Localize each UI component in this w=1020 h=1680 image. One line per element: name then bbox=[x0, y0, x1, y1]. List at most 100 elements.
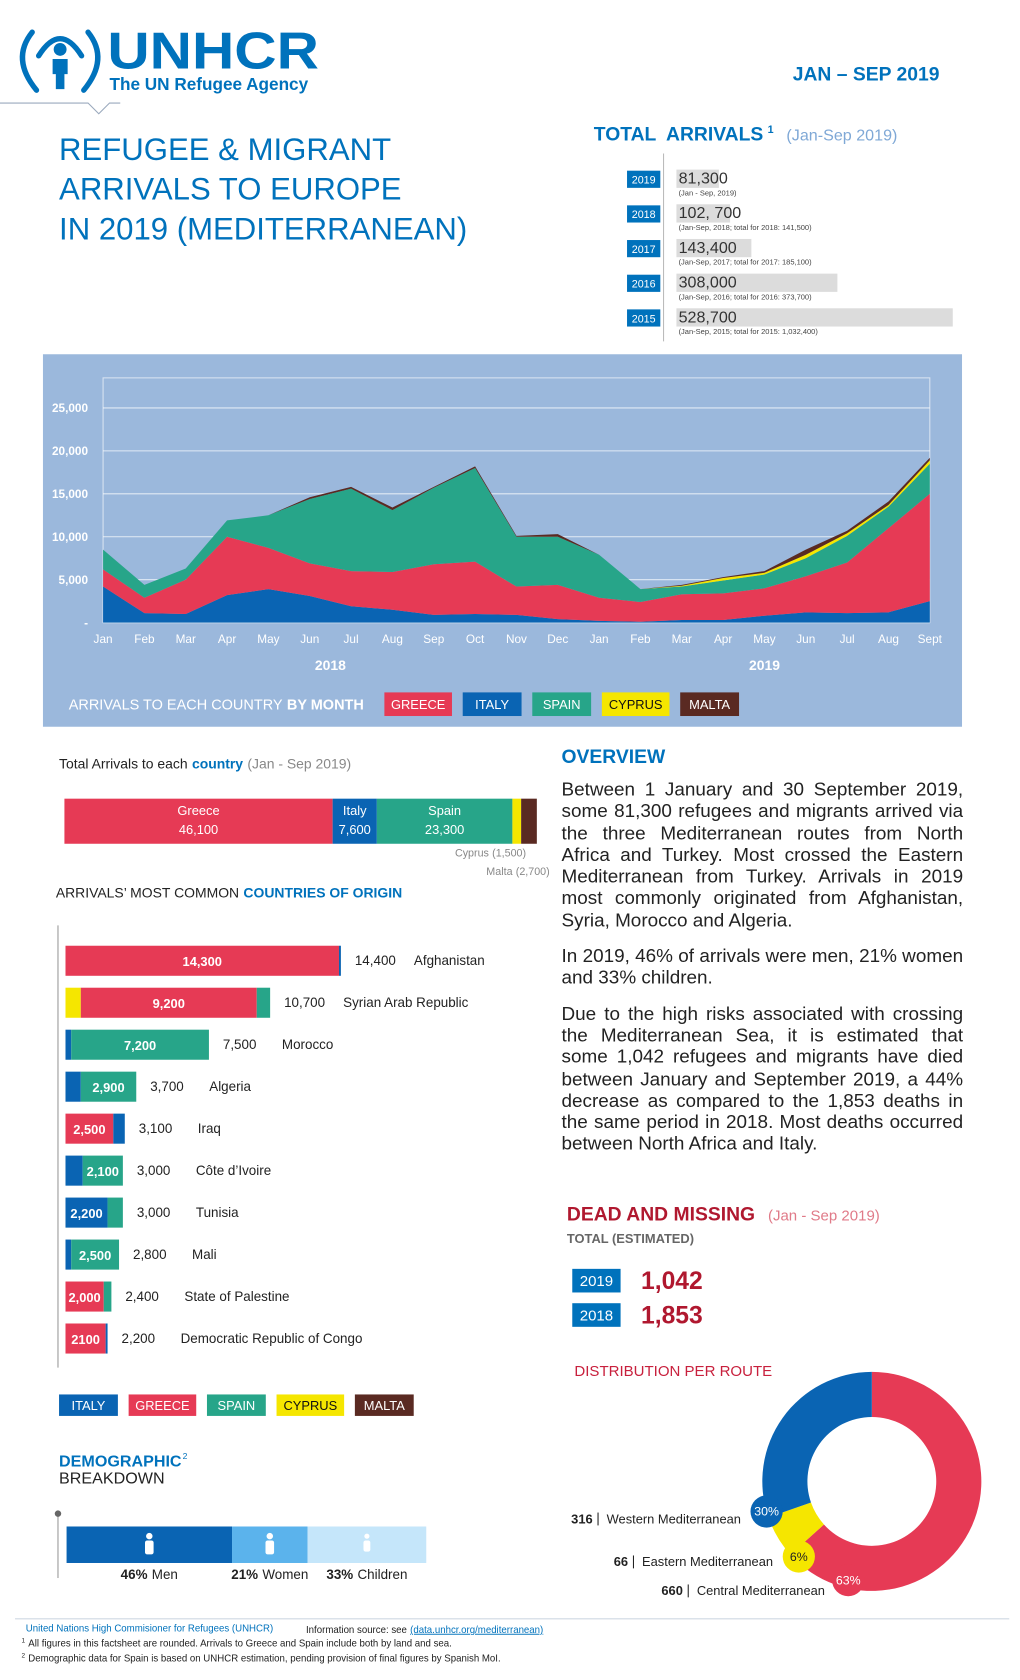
legend-swatch bbox=[59, 1394, 118, 1416]
inner-label: 2,200 bbox=[70, 1206, 102, 1221]
x-tick-label: Feb bbox=[134, 632, 155, 646]
legend-label: CYPRUS bbox=[609, 697, 663, 712]
x-tick-label: Nov bbox=[506, 632, 527, 646]
country-totals-title: Total Arrivals to each country (Jan - Sep … bbox=[59, 756, 351, 772]
year-box bbox=[627, 240, 661, 258]
legend-swatch bbox=[354, 1394, 414, 1416]
legend-swatch bbox=[276, 1394, 345, 1416]
legend-title-bold: BY MONTH bbox=[287, 698, 364, 714]
origins-title: ARRIVALS’ MOST COMMON COUNTRIES OF ORIGIN bbox=[56, 884, 402, 900]
year-box bbox=[627, 205, 661, 223]
legend-label: ITALY bbox=[72, 1398, 106, 1413]
person-icon-body bbox=[145, 1540, 154, 1555]
segment-value: (1,500) bbox=[492, 848, 526, 860]
dead-value: 1,853 bbox=[641, 1303, 703, 1330]
bar-segment bbox=[65, 1281, 104, 1312]
bar bbox=[676, 238, 752, 258]
footnote-text: All figures in this factsheet are rounde… bbox=[28, 1639, 452, 1650]
country-name: Côte d’Ivoire bbox=[196, 1163, 271, 1178]
y-tick-label: 25,000 bbox=[52, 401, 89, 415]
total-arrivals-title: TOTAL ARRIVALS 1 (Jan-Sep 2019) bbox=[594, 124, 898, 146]
segment-name: Greece bbox=[177, 803, 219, 818]
org-subtitle: The UN Refugee Agency bbox=[110, 74, 309, 94]
donut-segment bbox=[790, 1371, 982, 1591]
year-box bbox=[627, 309, 661, 327]
total-label: 3,100 bbox=[139, 1121, 173, 1136]
route-value: 316 bbox=[571, 1511, 592, 1526]
y-tick-label: 10,000 bbox=[52, 530, 89, 544]
legend-swatch bbox=[462, 692, 522, 717]
x-tick-label: Sept bbox=[918, 632, 943, 646]
value-label: 81,300 bbox=[679, 170, 728, 188]
title-em: COUNTRIES OF ORIGIN bbox=[243, 884, 402, 900]
routes-title: DISTRIBUTION PER ROUTE bbox=[574, 1363, 772, 1380]
bar-segment bbox=[65, 1155, 83, 1186]
paragraph: Due to the high risks associated with cr… bbox=[561, 1002, 964, 1155]
area bbox=[103, 463, 930, 603]
x-tick-label: May bbox=[257, 632, 279, 646]
note: (Jan - Sep, 2019) bbox=[679, 188, 737, 197]
donut-segment bbox=[768, 1502, 824, 1555]
country-name: Mali bbox=[192, 1247, 217, 1262]
person-icon-body bbox=[363, 1540, 371, 1552]
figure-body bbox=[52, 59, 68, 90]
value-label: 143,400 bbox=[679, 239, 737, 257]
legend-swatch bbox=[680, 692, 740, 717]
note: (Jan-Sep, 2017; total for 2017: 185,100) bbox=[679, 258, 813, 267]
bar-segment bbox=[71, 1029, 209, 1060]
total-label: 3,700 bbox=[150, 1079, 184, 1094]
title: DEAD AND MISSING bbox=[567, 1205, 755, 1226]
legend-label: SPAIN bbox=[543, 697, 581, 712]
title: ARRIVALS’ MOST COMMON bbox=[56, 884, 239, 900]
bar-segment bbox=[338, 945, 341, 976]
footnote-mark: 1 bbox=[21, 1637, 25, 1644]
legend-title: ARRIVALS TO EACH COUNTRY BY MONTH bbox=[69, 698, 364, 714]
segment-value: 46,100 bbox=[179, 822, 218, 837]
value: 33% bbox=[326, 1567, 353, 1582]
value: 46% bbox=[121, 1567, 148, 1582]
year-box bbox=[572, 1303, 621, 1327]
year-label: 2015 bbox=[632, 313, 656, 325]
country-name: Syrian Arab Republic bbox=[343, 995, 469, 1010]
axis-dot bbox=[54, 1510, 62, 1517]
title-em: country bbox=[192, 756, 243, 772]
inner-label: 2,500 bbox=[73, 1122, 105, 1137]
x-tick-label: Aug bbox=[878, 632, 899, 646]
bar-segment bbox=[65, 1239, 72, 1270]
bar-segment bbox=[256, 987, 271, 1018]
shelter-arc bbox=[35, 36, 85, 59]
bar-segment bbox=[65, 987, 81, 1018]
category: Women bbox=[262, 1567, 308, 1582]
value: 21% bbox=[231, 1567, 258, 1582]
segment-name: Malta bbox=[486, 866, 512, 878]
x-tick-label: Jan bbox=[94, 632, 113, 646]
period: JAN – SEP 2019 bbox=[793, 65, 940, 86]
source-link[interactable]: (data.unhcr.org/mediterranean) bbox=[410, 1625, 543, 1636]
year-label: 2018 bbox=[632, 209, 656, 221]
legend-label: MALTA bbox=[364, 1398, 405, 1413]
logo-emblem bbox=[19, 29, 101, 93]
inner-label: 2,500 bbox=[79, 1248, 111, 1263]
bar-segment bbox=[65, 1323, 106, 1354]
country-name: Afghanistan bbox=[414, 953, 485, 968]
legend-swatch bbox=[384, 692, 452, 717]
note: (Jan-Sep, 2016; total for 2016: 373,700) bbox=[679, 292, 813, 301]
bar-segment bbox=[65, 1071, 81, 1102]
route-name: Central Mediterranean bbox=[697, 1583, 825, 1598]
y-tick-label: 5,000 bbox=[59, 573, 89, 587]
legend-label: CYPRUS bbox=[283, 1398, 337, 1413]
outside-label: Malta (2,700) bbox=[486, 866, 549, 878]
x-tick-label: Sep bbox=[423, 632, 444, 646]
segment-value: (2,700) bbox=[516, 866, 550, 878]
bar-segment bbox=[107, 1197, 123, 1228]
x-tick-label: Mar bbox=[176, 632, 196, 646]
category: Men bbox=[152, 1567, 178, 1582]
legend-label: ITALY bbox=[475, 697, 509, 712]
y-tick-label: 15,000 bbox=[52, 487, 89, 501]
year-label: 2019 bbox=[632, 175, 656, 187]
area bbox=[103, 493, 930, 622]
segment-name: Spain bbox=[428, 803, 461, 818]
title: TOTAL ARRIVALS bbox=[594, 125, 764, 146]
x-tick-label: Jan bbox=[590, 632, 609, 646]
